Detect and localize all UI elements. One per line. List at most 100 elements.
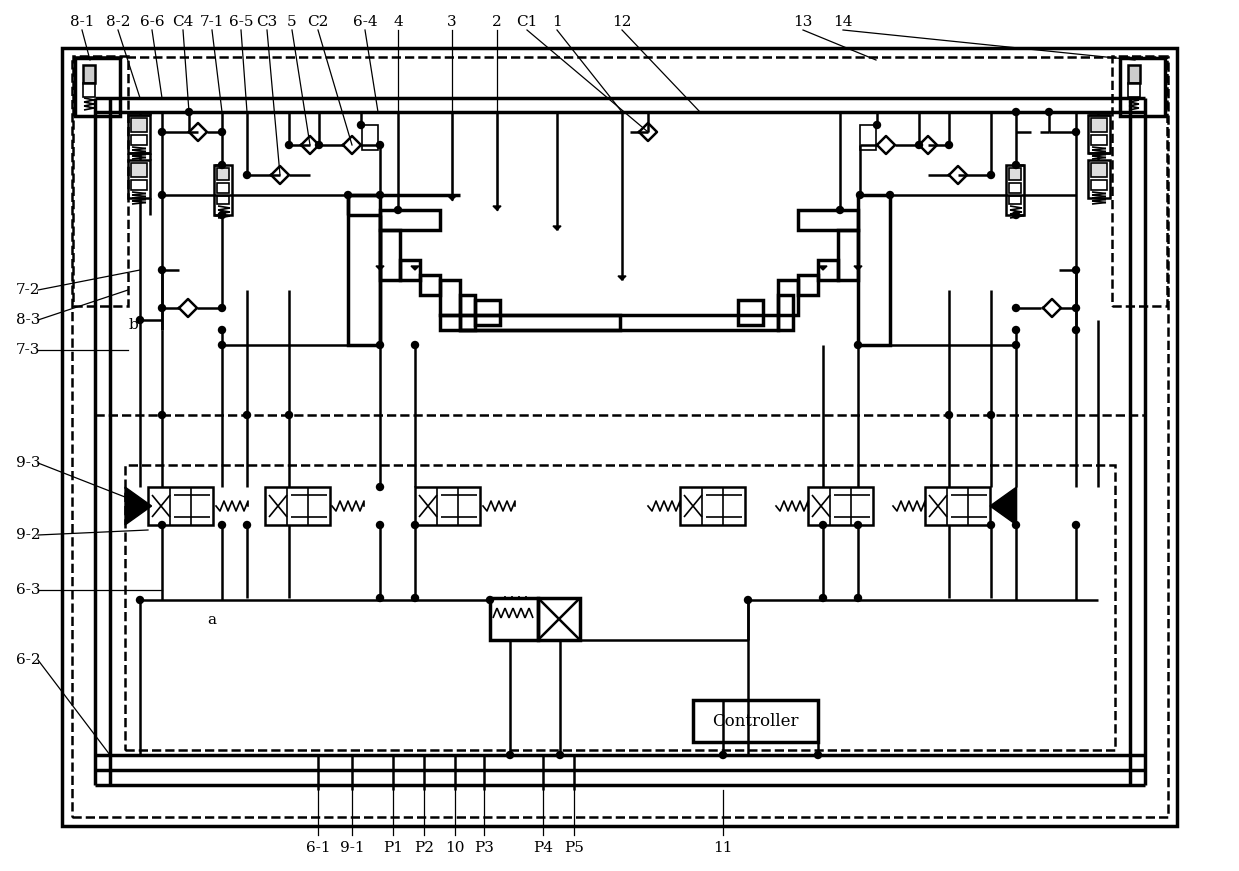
Bar	[76, 58, 120, 116]
Bar	[380, 210, 440, 230]
Circle shape	[487, 597, 493, 604]
Text: P5: P5	[564, 841, 584, 855]
Circle shape	[377, 341, 384, 348]
Circle shape	[1046, 109, 1052, 116]
Bar	[838, 230, 857, 280]
Circle shape	[377, 483, 384, 490]
Bar	[1009, 168, 1021, 180]
Bar	[83, 83, 95, 97]
Circle shape	[1012, 109, 1020, 116]
Circle shape	[855, 522, 861, 529]
Bar	[1092, 163, 1106, 177]
Bar	[1009, 183, 1021, 193]
Bar	[440, 280, 460, 315]
Circle shape	[136, 597, 144, 604]
Bar	[415, 487, 479, 525]
Circle shape	[873, 121, 881, 129]
Bar	[808, 487, 873, 525]
Bar	[147, 487, 213, 525]
Circle shape	[1012, 327, 1020, 334]
Circle shape	[377, 595, 384, 602]
Circle shape	[556, 752, 564, 759]
Circle shape	[1073, 129, 1079, 136]
Bar	[1127, 83, 1140, 97]
Circle shape	[218, 212, 225, 219]
Text: 8-3: 8-3	[16, 313, 40, 327]
Text: 6-1: 6-1	[306, 841, 331, 855]
Circle shape	[159, 129, 166, 136]
Text: C4: C4	[172, 15, 193, 29]
Circle shape	[377, 522, 384, 529]
Text: 9-2: 9-2	[16, 528, 41, 542]
Bar	[538, 598, 580, 640]
Bar	[1092, 118, 1106, 132]
Text: P3: P3	[475, 841, 494, 855]
Bar	[128, 160, 150, 198]
Bar	[214, 165, 232, 215]
Text: 6-6: 6-6	[140, 15, 165, 29]
Circle shape	[285, 141, 292, 148]
Text: 6-3: 6-3	[16, 583, 40, 597]
Polygon shape	[990, 487, 1017, 525]
Bar	[72, 57, 1168, 817]
Circle shape	[1073, 522, 1079, 529]
Text: C2: C2	[307, 15, 328, 29]
Text: P4: P4	[533, 841, 553, 855]
Text: 9-3: 9-3	[16, 456, 40, 470]
Bar	[738, 300, 763, 325]
Circle shape	[855, 595, 861, 602]
Circle shape	[1012, 161, 1020, 168]
Bar	[1127, 65, 1140, 83]
Bar	[1088, 160, 1110, 198]
Text: 12: 12	[612, 15, 632, 29]
Text: 8-2: 8-2	[105, 15, 130, 29]
Circle shape	[344, 192, 352, 199]
Circle shape	[358, 121, 364, 129]
Bar	[131, 163, 147, 177]
Circle shape	[856, 192, 864, 199]
Bar	[73, 56, 128, 306]
Bar	[475, 300, 501, 325]
Bar	[265, 487, 330, 525]
Polygon shape	[375, 266, 384, 270]
Circle shape	[159, 411, 166, 418]
Polygon shape	[618, 276, 626, 280]
Text: b: b	[128, 318, 138, 332]
Circle shape	[218, 327, 225, 334]
Bar	[362, 125, 378, 150]
Bar	[62, 48, 1177, 826]
Bar	[217, 183, 229, 193]
Bar	[1092, 135, 1106, 145]
Circle shape	[218, 305, 225, 312]
Bar	[693, 700, 818, 742]
Text: 7-2: 7-2	[16, 283, 40, 297]
Text: 6-4: 6-4	[353, 15, 378, 29]
Bar	[1111, 56, 1167, 306]
Circle shape	[411, 595, 419, 602]
Circle shape	[720, 752, 726, 759]
Polygon shape	[553, 226, 561, 230]
Polygon shape	[854, 266, 862, 270]
Text: a: a	[207, 613, 217, 627]
Polygon shape	[449, 196, 456, 200]
Circle shape	[244, 411, 250, 418]
Bar	[1120, 58, 1165, 116]
Circle shape	[945, 411, 953, 418]
Bar	[1088, 115, 1110, 153]
Bar	[798, 275, 818, 295]
Bar	[489, 598, 538, 640]
Circle shape	[285, 411, 292, 418]
Bar	[348, 195, 380, 345]
Bar	[83, 65, 95, 83]
Bar	[818, 260, 838, 280]
Text: 6-5: 6-5	[229, 15, 253, 29]
Text: P2: P2	[414, 841, 434, 855]
Circle shape	[159, 522, 166, 529]
Circle shape	[411, 341, 419, 348]
Circle shape	[159, 267, 166, 273]
Circle shape	[1073, 327, 1079, 334]
Bar	[778, 295, 793, 330]
Circle shape	[987, 172, 995, 179]
Circle shape	[836, 206, 844, 213]
Text: 10: 10	[445, 841, 465, 855]
